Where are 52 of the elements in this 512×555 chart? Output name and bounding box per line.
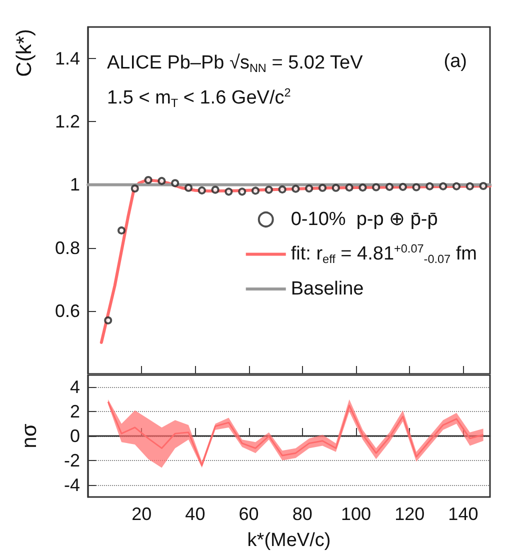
point xyxy=(332,184,340,192)
x-tick-label: 60 xyxy=(238,504,259,524)
point xyxy=(426,182,434,190)
y-tick-label: -4 xyxy=(64,474,80,495)
point xyxy=(398,182,407,191)
y-tick-label: 4 xyxy=(70,377,80,398)
point xyxy=(358,184,367,192)
point xyxy=(466,182,474,190)
point xyxy=(211,186,220,194)
y-tick-label: 0 xyxy=(70,426,80,446)
point xyxy=(158,176,166,185)
y-tick-label: -2 xyxy=(64,450,80,470)
point xyxy=(439,182,448,190)
point xyxy=(144,176,152,184)
point xyxy=(238,188,246,196)
x-tick-label: 100 xyxy=(340,504,372,524)
legend-label: 0-10% p-p ⊕ p̄-p̄ xyxy=(290,209,438,230)
point xyxy=(252,186,260,195)
x-axis-title: k*(MeV/c) xyxy=(247,530,331,551)
point xyxy=(224,188,233,196)
y-tick-label: 1.4 xyxy=(54,48,80,69)
y-tick-label: 0.8 xyxy=(54,238,80,258)
point xyxy=(292,184,300,193)
legend-label: Baseline xyxy=(290,278,364,300)
annotation: (a) xyxy=(444,51,468,72)
point xyxy=(386,182,394,191)
point xyxy=(184,184,192,192)
y-axis-title: C(k*) xyxy=(13,28,36,77)
point xyxy=(305,184,314,193)
x-tick-label: 40 xyxy=(185,504,206,524)
point xyxy=(479,182,488,190)
point xyxy=(264,186,273,194)
point xyxy=(171,179,180,188)
x-tick-label: 140 xyxy=(448,504,478,524)
point xyxy=(452,182,460,190)
point xyxy=(412,183,420,192)
x-tick-label: 120 xyxy=(394,504,425,524)
point xyxy=(278,185,286,194)
y-axis-title: nσ xyxy=(18,424,41,448)
point xyxy=(372,183,380,192)
point xyxy=(345,184,354,192)
y-tick-label: 1 xyxy=(70,174,80,195)
x-tick-label: 80 xyxy=(292,504,312,524)
y-tick-label: 0.6 xyxy=(54,300,80,321)
y-tick-label: 2 xyxy=(70,402,80,422)
point xyxy=(318,184,326,192)
point xyxy=(104,316,112,324)
point xyxy=(130,184,139,193)
point xyxy=(198,186,206,194)
point xyxy=(118,226,126,234)
x-tick-label: 20 xyxy=(132,504,152,524)
y-tick-label: 1.2 xyxy=(54,112,80,132)
